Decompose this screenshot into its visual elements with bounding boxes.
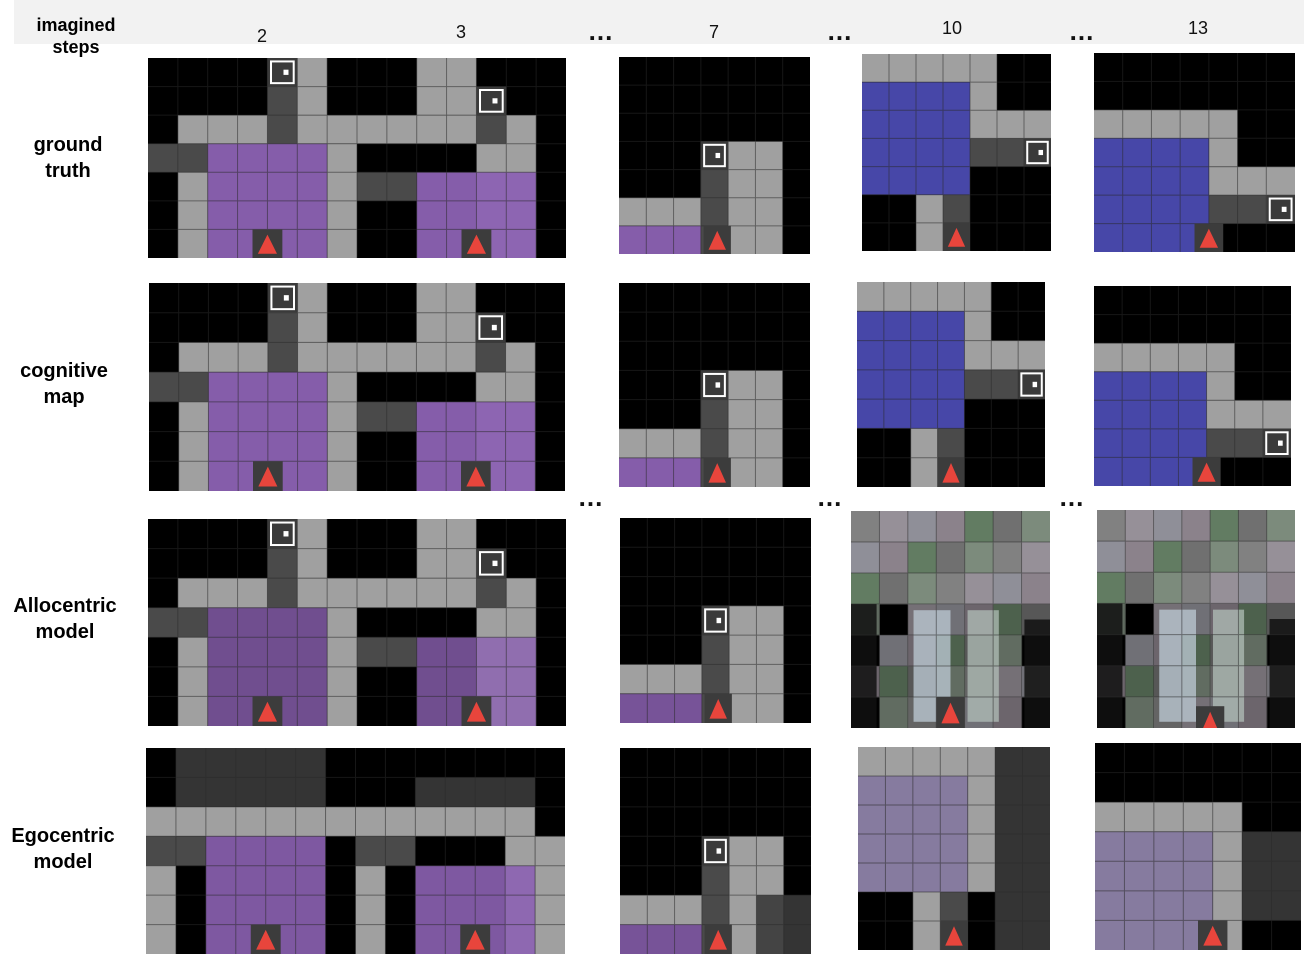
row-label-cognitive-map: cognitive map [20, 360, 108, 408]
panel-gt-10 [862, 54, 1051, 251]
row-label-egocentric-model: Egocentric model [11, 825, 115, 873]
panel-cog-13 [1094, 286, 1291, 486]
ellipsis-row3-2: ... [817, 482, 843, 512]
step-label-3: 3 [455, 22, 467, 42]
panel-ego-10 [858, 747, 1050, 950]
panel-allo-2-3 [148, 519, 566, 726]
panel-gt-13 [1094, 53, 1295, 252]
ellipsis-row3-3: ... [1059, 482, 1085, 512]
row-label-allocentric-model: Allocentric model [13, 595, 117, 643]
panel-allo-13 [1097, 510, 1295, 728]
panel-ego-7 [620, 748, 811, 954]
panel-gt-7 [619, 57, 810, 254]
panel-gt-2-3 [148, 58, 566, 258]
panel-allo-7 [620, 518, 811, 723]
step-label-13: 13 [1187, 18, 1209, 38]
panel-ego-13 [1095, 743, 1301, 950]
panel-ego-2-3 [146, 748, 565, 954]
ellipsis-row3-1: ... [578, 482, 604, 512]
ellipsis-header-2: ... [827, 16, 853, 46]
header-bar [14, 0, 1304, 44]
panel-cog-7 [619, 283, 810, 487]
panel-cog-2-3 [149, 283, 565, 491]
step-label-10: 10 [941, 18, 963, 38]
imagined-steps-label: imagined steps [36, 15, 116, 57]
ellipsis-header-1: ... [588, 16, 614, 46]
panel-cog-10 [857, 282, 1045, 487]
row-label-ground-truth: ground truth [33, 134, 103, 182]
ellipsis-header-3: ... [1069, 16, 1095, 46]
step-label-2: 2 [256, 26, 268, 46]
panel-allo-10 [851, 511, 1050, 728]
step-label-7: 7 [708, 22, 720, 42]
